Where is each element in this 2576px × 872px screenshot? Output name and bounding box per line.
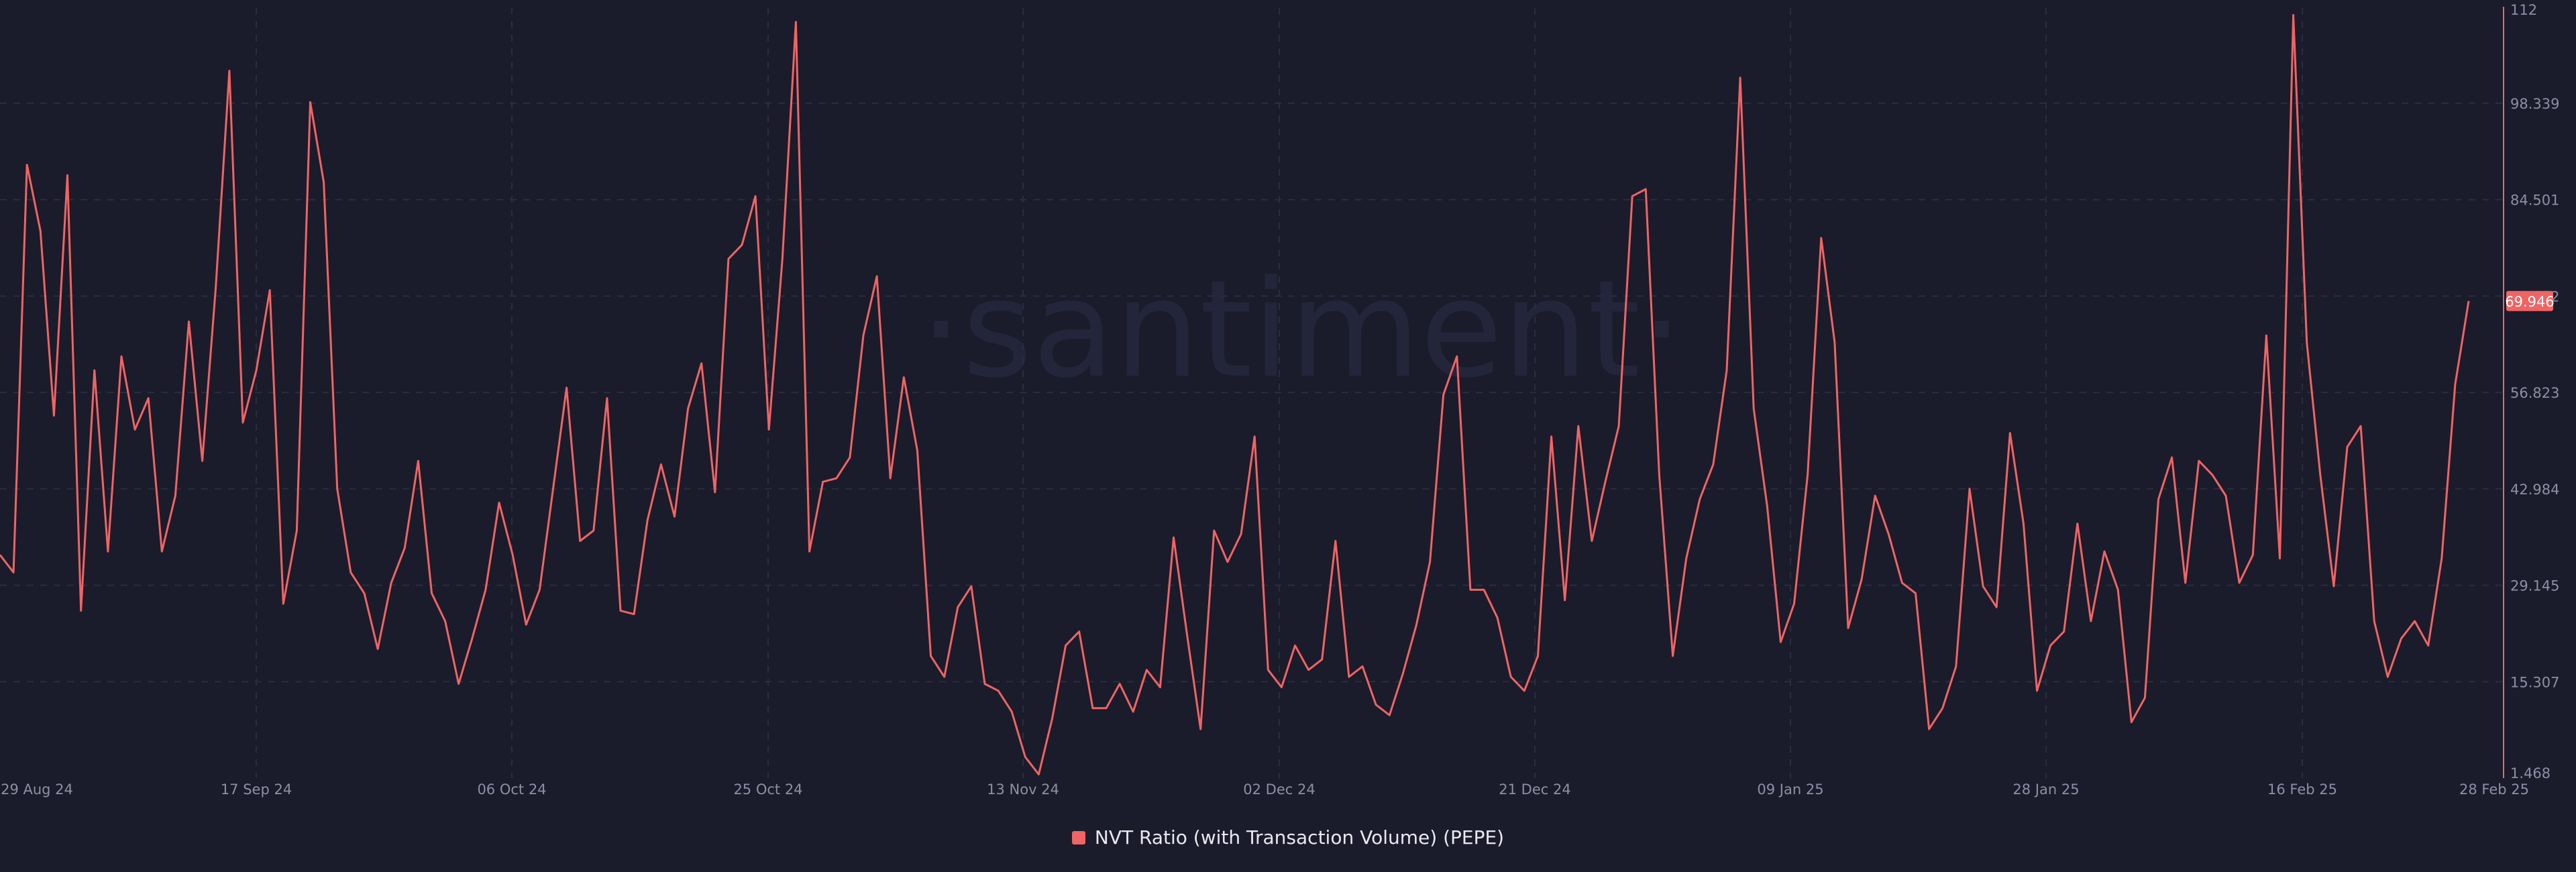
current-value-badge: 69.946 — [2505, 290, 2555, 311]
current-value-label: 69.946 — [2505, 294, 2554, 310]
y-tick-label: 42.984 — [2510, 482, 2559, 498]
x-tick-label: 28 Feb 25 — [2459, 781, 2529, 798]
x-tick-label: 06 Oct 24 — [477, 781, 546, 798]
x-tick-label: 25 Oct 24 — [733, 781, 802, 798]
x-tick-label: 28 Jan 25 — [2012, 781, 2079, 798]
y-tick-label: 15.307 — [2510, 674, 2559, 690]
x-tick-label: 21 Dec 24 — [1499, 781, 1570, 798]
x-tick-label: 09 Jan 25 — [1757, 781, 1823, 798]
x-tick-label: 02 Dec 24 — [1243, 781, 1315, 798]
legend[interactable]: NVT Ratio (with Transaction Volume) (PEP… — [0, 826, 2576, 849]
y-tick-label: 112 — [2510, 2, 2537, 18]
y-tick-label: 84.501 — [2510, 193, 2559, 209]
x-tick-label: 29 Aug 24 — [1, 781, 73, 798]
legend-label: NVT Ratio (with Transaction Volume) (PEP… — [1094, 826, 1505, 849]
x-tick-label: 16 Feb 25 — [2267, 781, 2337, 798]
y-tick-label: 56.823 — [2510, 385, 2559, 401]
x-tick-label: 13 Nov 24 — [987, 781, 1059, 798]
watermark: ·santiment· — [920, 252, 1683, 408]
x-tick-label: 17 Sep 24 — [221, 781, 292, 798]
y-tick-label: 1.468 — [2510, 765, 2551, 781]
x-axis: 29 Aug 24 17 Sep 24 06 Oct 24 25 Oct 24 13 N… — [1, 781, 2529, 798]
y-tick-label: 98.339 — [2510, 96, 2559, 112]
current-value-badge-bg — [2506, 290, 2553, 311]
grid — [0, 8, 2504, 778]
series-line-nvt-ratio — [0, 13, 2470, 775]
y-tick-label: 29.145 — [2510, 578, 2559, 594]
legend-swatch — [1071, 830, 1085, 844]
